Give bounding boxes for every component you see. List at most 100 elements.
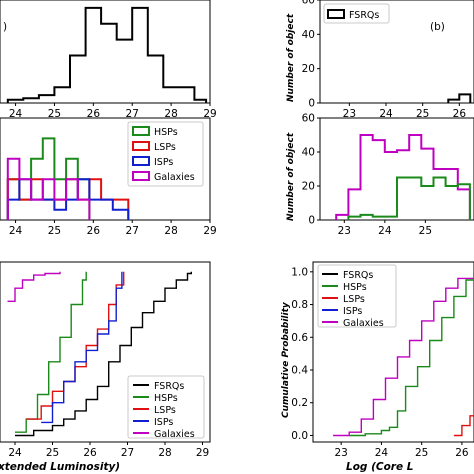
x-tick-label: 26 [83,447,97,459]
x-tick-label: 29 [196,447,209,459]
panel-e-legend-box [127,375,205,439]
x-tick-label: 29 [203,108,216,120]
x-tick-label: 23 [338,225,351,237]
x-tick-label: 26 [455,447,469,459]
x-tick-label: 25 [48,108,61,120]
legend-galaxies-label: Galaxies [343,318,384,329]
y-tick-label: 40 [302,29,315,41]
x-tick-label: 25 [419,225,432,237]
cdf-hsps [15,271,87,433]
x-tick-label: 24 [375,447,389,459]
panel-f-frame [312,261,474,443]
legend-lsps-label: LSPs [154,142,176,153]
y-tick-label: 20 [302,181,315,193]
legend-isps-label: ISPs [154,417,173,428]
panel-e-xlabel: xtended Luminosity) [0,461,120,473]
x-tick-label: 24 [8,447,22,459]
cdf-galaxies [333,271,474,437]
hist-galaxies [335,134,471,220]
hist-fsrqs [6,6,208,103]
y-tick-label: 0.6 [291,332,308,344]
panel-c-legend: HSPs LSPs ISPs Galaxies [127,121,204,187]
legend-fsrqs-label: FSRQs [154,381,184,392]
cdf-isps [41,271,123,424]
y-tick-label: 0.0 [291,430,308,442]
panel-c-histograms: HSPs LSPs ISPs Galaxies 24 25 26 27 28 29 [0,117,217,237]
x-tick-label: 24 [379,108,393,120]
legend-galaxies-label: Galaxies [154,172,195,183]
cdf-lsps [453,415,474,437]
x-tick-label: 27 [126,225,139,237]
x-tick-label: 25 [48,225,61,237]
legend-hsps-swatch [132,126,150,136]
y-tick-label: 0.8 [291,299,308,311]
panel-d-histograms: Number of object 23 24 25 0 20 40 60 [286,113,474,237]
legend-lsps-label: LSPs [343,294,365,305]
x-tick-label: 28 [158,447,171,459]
legend-hsps-label: HSPs [343,282,367,293]
x-tick-label: 27 [126,108,139,120]
x-tick-label: 26 [87,225,101,237]
cdf-hsps [349,271,474,437]
x-tick-label: 24 [9,108,23,120]
panel-c-frame [0,117,211,221]
legend-hsps-label: HSPs [154,393,178,404]
y-tick-label: 60 [302,0,315,7]
legend-fsrqs-label: FSRQs [343,270,373,281]
y-tick-label: 0 [308,215,315,227]
hist-hsps [347,176,471,220]
panel-f-xlabel: Log (Core L [346,461,413,473]
legend-isps-label: ISPs [154,157,173,168]
panel-e-frame [0,261,211,443]
legend-fsrqs-swatch [327,9,345,19]
x-tick-label: 23 [343,108,356,120]
cdf-lsps [26,271,125,420]
panel-b-frame [319,0,474,104]
x-tick-label: 25 [416,108,429,120]
panel-a-fsrq-histogram: ) 24 25 26 27 28 29 [0,0,217,120]
legend-lsps-label: LSPs [154,405,176,416]
y-tick-label: 0.2 [291,397,308,409]
y-tick-label: 60 [302,113,315,125]
y-tick-label: 40 [302,147,315,159]
x-tick-label: 28 [164,108,177,120]
x-tick-label: 23 [334,447,347,459]
legend-isps-label: ISPs [343,306,362,317]
x-tick-label: 24 [378,225,392,237]
x-tick-label: 25 [415,447,428,459]
legend-fsrqs-label: FSRQs [349,10,379,21]
legend-isps-swatch [132,156,150,166]
x-tick-label: 26 [87,108,101,120]
x-tick-label: 25 [46,447,59,459]
panel-d-ylabel: Number of object [286,132,296,221]
y-tick-label: 0 [308,98,315,110]
y-tick-label: 1.0 [291,266,308,278]
panel-f-cumulative: Cumulative Probability FSRQsHSPsLSPsISPs… [281,261,474,473]
y-tick-label: 0.4 [291,365,308,377]
x-tick-label: 26 [453,108,467,120]
x-tick-label: 28 [164,225,177,237]
panel-d-frame [319,117,474,221]
panel-f-legend-box [317,264,397,328]
legend-lsps-swatch [132,141,150,151]
panel-c-legend-box [127,121,204,187]
panel-b-fsrq-histogram: Number of object (b) FSRQs 23 24 25 26 0 20 4… [286,0,474,120]
panel-b-legend: FSRQs [323,3,390,24]
panel-a-label: ) [3,21,7,33]
panel-f-ylabel: Cumulative Probability [281,301,291,418]
legend-galaxies-swatch [132,171,150,181]
legend-hsps-label: HSPs [154,127,178,138]
cdf-fsrqs [15,271,192,437]
legend-galaxies-label: Galaxies [154,429,195,440]
hist-galaxies [6,157,91,220]
x-tick-label: 27 [121,447,134,459]
panel-b-label: (b) [430,21,445,33]
x-tick-label: 29 [203,225,216,237]
panel-b-ylabel: Number of object [286,13,296,102]
cdf-galaxies [7,271,61,302]
x-tick-label: 24 [9,225,23,237]
